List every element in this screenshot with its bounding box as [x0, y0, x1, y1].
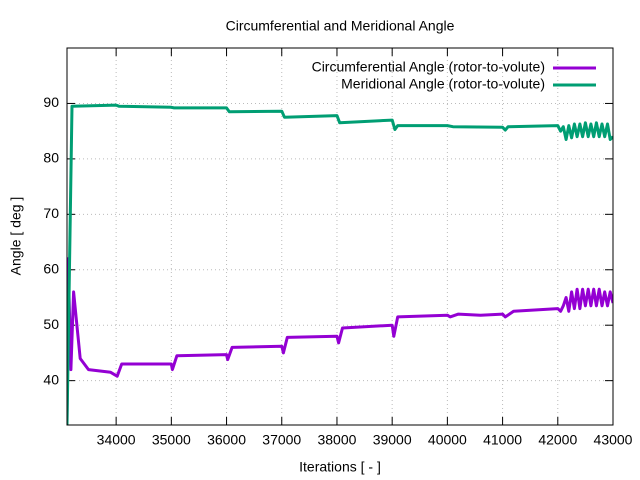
- x-tick-label: 39000: [373, 432, 412, 448]
- y-tick-label: 70: [43, 205, 59, 221]
- series-line: [67, 257, 613, 425]
- x-tick-label: 37000: [262, 432, 301, 448]
- legend-label: Meridional Angle (rotor-to-volute): [341, 76, 545, 92]
- x-tick-label: 41000: [483, 432, 522, 448]
- x-tick-label: 42000: [538, 432, 577, 448]
- y-tick-label: 60: [43, 260, 59, 276]
- x-tick-label: 36000: [207, 432, 246, 448]
- x-tick-label: 43000: [594, 432, 633, 448]
- y-tick-label: 80: [43, 150, 59, 166]
- x-tick-label: 35000: [152, 432, 191, 448]
- y-tick-label: 50: [43, 316, 59, 332]
- y-axis-label: Angle [ deg ]: [8, 197, 24, 276]
- y-tick-label: 90: [43, 94, 59, 110]
- x-tick-label: 40000: [428, 432, 467, 448]
- x-axis-label: Iterations [ - ]: [299, 459, 381, 475]
- x-tick-label: 34000: [97, 432, 136, 448]
- x-tick-label: 38000: [317, 432, 356, 448]
- y-tick-label: 40: [43, 371, 59, 387]
- plot-border: [66, 47, 614, 426]
- series-line: [67, 103, 613, 425]
- chart-title: Circumferential and Meridional Angle: [226, 18, 455, 34]
- legend-label: Circumferential Angle (rotor-to-volute): [312, 59, 545, 75]
